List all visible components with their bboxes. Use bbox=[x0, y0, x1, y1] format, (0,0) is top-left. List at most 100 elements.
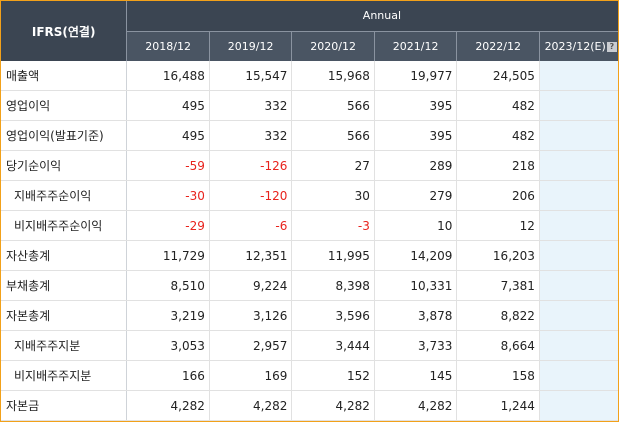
estimate-cell bbox=[539, 61, 618, 91]
period-header: 2022/12 bbox=[456, 31, 540, 61]
estimate-cell bbox=[539, 90, 618, 121]
row-label: 자산총계 bbox=[1, 240, 128, 271]
value-cell: -6 bbox=[209, 210, 293, 241]
value-cell: 3,444 bbox=[291, 330, 375, 361]
value-cell: 495 bbox=[126, 120, 210, 151]
value-cell: 8,398 bbox=[291, 270, 375, 301]
estimate-cell bbox=[539, 120, 618, 151]
value-cell: 395 bbox=[374, 120, 458, 151]
estimate-cell bbox=[539, 150, 618, 181]
value-cell: -30 bbox=[126, 180, 210, 211]
value-cell: 27 bbox=[291, 150, 375, 181]
table-row: 부채총계 8,510 9,224 8,398 10,331 7,381 bbox=[1, 270, 618, 301]
row-label: 부채총계 bbox=[1, 270, 128, 301]
estimate-cell bbox=[539, 270, 618, 301]
row-label: 영업이익 bbox=[1, 90, 128, 121]
value-cell: 332 bbox=[209, 90, 293, 121]
value-cell: 4,282 bbox=[209, 390, 293, 421]
value-cell: 279 bbox=[374, 180, 458, 211]
value-cell: 8,510 bbox=[126, 270, 210, 301]
row-label: 비지배주주순이익 bbox=[1, 210, 128, 241]
row-label: 자본총계 bbox=[1, 300, 128, 331]
estimate-cell bbox=[539, 300, 618, 331]
row-label: 지배주주지분 bbox=[1, 330, 128, 361]
value-cell: 166 bbox=[126, 360, 210, 391]
value-cell: 7,381 bbox=[456, 270, 540, 301]
value-cell: 3,733 bbox=[374, 330, 458, 361]
value-cell: 15,968 bbox=[291, 61, 375, 91]
value-cell: 10,331 bbox=[374, 270, 458, 301]
value-cell: 495 bbox=[126, 90, 210, 121]
value-cell: 3,596 bbox=[291, 300, 375, 331]
value-cell: 8,664 bbox=[456, 330, 540, 361]
row-label: 매출액 bbox=[1, 61, 128, 91]
value-cell: 206 bbox=[456, 180, 540, 211]
value-cell: 3,878 bbox=[374, 300, 458, 331]
value-cell: 24,505 bbox=[456, 61, 540, 91]
header-annual[interactable]: Annual bbox=[126, 1, 618, 32]
estimate-cell bbox=[539, 210, 618, 241]
period-header: 2018/12 bbox=[126, 31, 210, 61]
row-label: 비지배주주지분 bbox=[1, 360, 128, 391]
table-row: 자본총계 3,219 3,126 3,596 3,878 8,822 bbox=[1, 300, 618, 331]
value-cell: 332 bbox=[209, 120, 293, 151]
value-cell: 12 bbox=[456, 210, 540, 241]
value-cell: 16,203 bbox=[456, 240, 540, 271]
value-cell: 3,053 bbox=[126, 330, 210, 361]
estimate-cell bbox=[539, 240, 618, 271]
value-cell: 15,547 bbox=[209, 61, 293, 91]
table-row: 비지배주주지분 166 169 152 145 158 bbox=[1, 360, 618, 391]
table-row: 영업이익 495 332 566 395 482 bbox=[1, 90, 618, 121]
value-cell: 158 bbox=[456, 360, 540, 391]
value-cell: 152 bbox=[291, 360, 375, 391]
value-cell: 3,126 bbox=[209, 300, 293, 331]
value-cell: 289 bbox=[374, 150, 458, 181]
row-label: 영업이익(발표기준) bbox=[1, 120, 128, 151]
period-header: 2021/12 bbox=[374, 31, 458, 61]
value-cell: 482 bbox=[456, 120, 540, 151]
table-row: 비지배주주순이익 -29 -6 -3 10 12 bbox=[1, 210, 618, 241]
value-cell: 12,351 bbox=[209, 240, 293, 271]
value-cell: 2,957 bbox=[209, 330, 293, 361]
value-cell: 11,995 bbox=[291, 240, 375, 271]
value-cell: 19,977 bbox=[374, 61, 458, 91]
period-header-estimate: 2023/12(E)? bbox=[539, 31, 618, 61]
period-header: 2019/12 bbox=[209, 31, 293, 61]
value-cell: -29 bbox=[126, 210, 210, 241]
value-cell: 8,822 bbox=[456, 300, 540, 331]
value-cell: 218 bbox=[456, 150, 540, 181]
value-cell: 4,282 bbox=[291, 390, 375, 421]
table-row: 자산총계 11,729 12,351 11,995 14,209 16,203 bbox=[1, 240, 618, 271]
value-cell: 4,282 bbox=[126, 390, 210, 421]
value-cell: 566 bbox=[291, 90, 375, 121]
value-cell: 11,729 bbox=[126, 240, 210, 271]
table-row: 지배주주지분 3,053 2,957 3,444 3,733 8,664 bbox=[1, 330, 618, 361]
value-cell: 566 bbox=[291, 120, 375, 151]
header-ifrs-consolidated: IFRS(연결) bbox=[1, 1, 128, 61]
estimate-cell bbox=[539, 330, 618, 361]
row-label: 당기순이익 bbox=[1, 150, 128, 181]
value-cell: 30 bbox=[291, 180, 375, 211]
value-cell: 3,219 bbox=[126, 300, 210, 331]
row-label: 자본금 bbox=[1, 390, 128, 421]
value-cell: -3 bbox=[291, 210, 375, 241]
table-row: 매출액 16,488 15,547 15,968 19,977 24,505 bbox=[1, 61, 618, 91]
table-row: 지배주주순이익 -30 -120 30 279 206 bbox=[1, 180, 618, 211]
value-cell: 395 bbox=[374, 90, 458, 121]
value-cell: 1,244 bbox=[456, 390, 540, 421]
table-row: 당기순이익 -59 -126 27 289 218 bbox=[1, 150, 618, 181]
value-cell: -120 bbox=[209, 180, 293, 211]
value-cell: 9,224 bbox=[209, 270, 293, 301]
estimate-help-icon[interactable]: ? bbox=[606, 41, 617, 52]
value-cell: 145 bbox=[374, 360, 458, 391]
row-label: 지배주주순이익 bbox=[1, 180, 128, 211]
period-header-estimate-label: 2023/12(E) bbox=[544, 39, 606, 53]
period-header: 2020/12 bbox=[291, 31, 375, 61]
value-cell: -126 bbox=[209, 150, 293, 181]
value-cell: 14,209 bbox=[374, 240, 458, 271]
value-cell: 169 bbox=[209, 360, 293, 391]
value-cell: 482 bbox=[456, 90, 540, 121]
table-row: 영업이익(발표기준) 495 332 566 395 482 bbox=[1, 120, 618, 151]
